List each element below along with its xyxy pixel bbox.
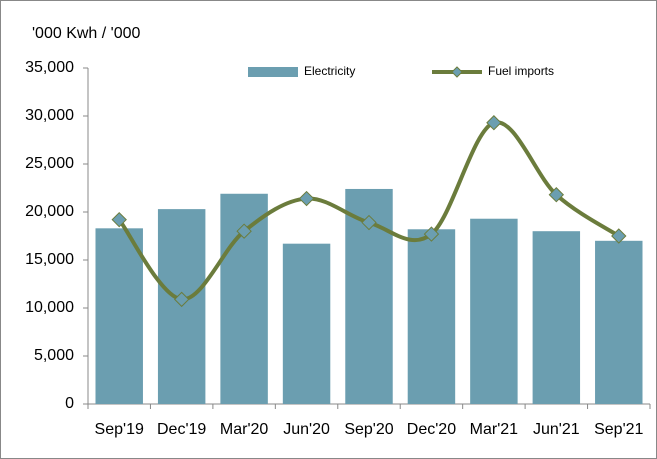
bar	[470, 218, 518, 404]
y-tick-label: 10,000	[25, 299, 74, 316]
y-tick-label: 0	[65, 395, 74, 412]
x-tick-label: Jun'20	[283, 421, 330, 438]
marker	[423, 226, 440, 242]
y-tick-label: 5,000	[34, 347, 74, 364]
bar	[595, 240, 643, 404]
x-tick-label: Sep'19	[95, 421, 144, 438]
y-tick-label: 35,000	[25, 59, 74, 76]
marker	[236, 223, 252, 239]
x-tick-label: Sep'20	[344, 421, 393, 438]
legend-label: Electricity	[304, 64, 355, 78]
x-tick-label: Jun'21	[533, 421, 580, 438]
legend-marker	[451, 66, 463, 78]
marker	[298, 190, 315, 207]
marker	[361, 214, 377, 231]
marker	[486, 115, 502, 131]
x-tick-label: Dec'19	[157, 421, 206, 438]
y-tick-label: 20,000	[25, 203, 74, 220]
x-tick-label: Sep'21	[594, 421, 643, 438]
x-tick-label: Mar'21	[470, 421, 519, 438]
y-tick-label: 15,000	[25, 251, 74, 268]
marker	[173, 291, 190, 308]
legend-label: Fuel imports	[488, 64, 554, 78]
marker	[611, 228, 627, 244]
y-tick-label: 25,000	[25, 155, 74, 172]
bar	[407, 229, 456, 404]
y-tick-label: 30,000	[25, 107, 74, 124]
marker	[111, 211, 127, 228]
y-axis-label: '000 Kwh / '000	[32, 25, 141, 42]
x-tick-label: Mar'20	[220, 421, 269, 438]
bar	[282, 243, 331, 404]
x-tick-label: Dec'20	[407, 421, 456, 438]
legend-swatch	[248, 67, 298, 77]
marker	[548, 187, 565, 203]
bar	[95, 228, 143, 404]
bar	[532, 231, 581, 404]
